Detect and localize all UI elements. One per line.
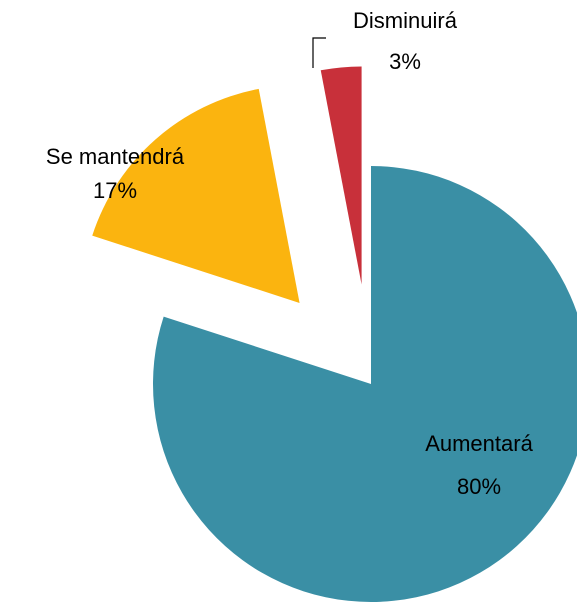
value-label: 3% — [389, 49, 421, 74]
value-label: 80% — [457, 474, 501, 499]
pie-slice — [153, 166, 577, 602]
category-label: Disminuirá — [353, 8, 458, 33]
category-label: Aumentará — [425, 431, 533, 456]
pie-slice — [92, 88, 300, 303]
pie-slice — [320, 66, 362, 285]
leader-line — [312, 37, 326, 68]
value-label: 17% — [93, 178, 137, 203]
category-label: Se mantendrá — [46, 144, 185, 169]
